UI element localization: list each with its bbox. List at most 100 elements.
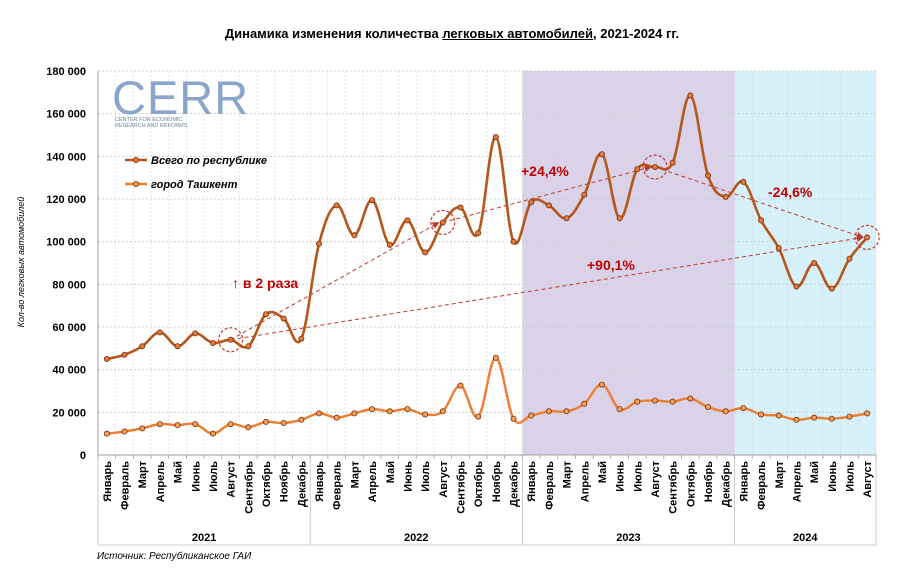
highlight-circle (642, 154, 668, 180)
data-point (846, 255, 853, 262)
data-point (775, 412, 782, 419)
x-tick-label: Февраль (332, 461, 344, 510)
x-tick-label: Август (438, 460, 450, 497)
y-tick-label: 80 000 (52, 279, 86, 291)
x-tick-label: Июль (208, 461, 220, 492)
y-tick-label: 100 000 (46, 237, 86, 249)
data-point (457, 204, 464, 211)
data-point (492, 134, 499, 141)
chart-title: Динамика изменения количества легковых а… (0, 26, 904, 41)
data-point (174, 343, 181, 350)
data-point (545, 408, 552, 415)
x-tick-label: Октябрь (685, 461, 697, 507)
x-tick-label: Май (809, 461, 821, 483)
y-tick-label: 120 000 (46, 194, 86, 206)
data-point (386, 408, 393, 415)
data-point (192, 421, 199, 428)
x-tick-label: Январь (314, 461, 326, 502)
x-tick-label: Август (862, 460, 874, 497)
annotation-label: ↑ в 2 раза (232, 275, 298, 291)
x-tick-label: Июнь (615, 461, 627, 492)
data-point (139, 343, 146, 350)
x-tick-label: Апрель (579, 461, 591, 502)
data-point (245, 343, 252, 350)
data-point (386, 241, 393, 248)
data-point (245, 424, 252, 431)
x-tick-label: Январь (738, 461, 750, 502)
logo-subtitle-2: RESEARCH AND REFORMS (115, 123, 188, 129)
y-axis-ticks: 0 20 000 40 000 60 000 80 000 100 000 120 000 1… (46, 66, 86, 462)
data-point (775, 245, 782, 252)
x-tick-label: Декабрь (721, 461, 733, 507)
title-part-1: Динамика изменения количества (224, 26, 443, 41)
x-tick-label: Ноябрь (279, 461, 291, 502)
x-tick-label: Ноябрь (491, 461, 503, 502)
arrow-2023-2024 (654, 166, 864, 239)
data-point (439, 219, 446, 226)
data-point (174, 422, 181, 429)
data-point (722, 408, 729, 415)
data-point (846, 413, 853, 420)
data-point (262, 418, 269, 425)
data-point (457, 382, 464, 389)
data-point (634, 398, 641, 405)
highlight-circle (218, 327, 244, 353)
x-tick-label: Июнь (402, 461, 414, 492)
data-point (369, 406, 376, 413)
highlight-circle (854, 224, 880, 250)
data-point (475, 413, 482, 420)
data-point (422, 249, 429, 256)
cerr-logo: CERR CENTER FOR ECONOMIC RESEARCH AND RE… (112, 71, 248, 129)
data-point (651, 397, 658, 404)
x-tick-label: Июль (420, 461, 432, 492)
data-point (333, 202, 340, 209)
data-point (581, 191, 588, 198)
data-point (333, 414, 340, 421)
legend-label: город Ташкент (151, 179, 238, 191)
data-point (510, 238, 517, 245)
data-point (156, 421, 163, 428)
data-point (616, 406, 623, 413)
data-point (758, 217, 765, 224)
x-tick-label: Январь (102, 461, 114, 502)
data-point (740, 178, 747, 185)
data-point (439, 408, 446, 415)
x-tick-label: Сентябрь (455, 461, 467, 514)
data-point (316, 240, 323, 247)
arrow-2021-2022 (230, 222, 440, 341)
data-point (828, 285, 835, 292)
y-tick-label: 60 000 (52, 322, 86, 334)
x-tick-label: Июнь (190, 461, 202, 492)
data-point (793, 416, 800, 423)
data-point (598, 381, 605, 388)
year-label: 2021 (192, 532, 216, 544)
year-label: 2022 (404, 532, 428, 544)
x-tick-label: Март (562, 460, 574, 488)
data-point (705, 172, 712, 179)
x-tick-label: Август (226, 460, 238, 497)
data-point (209, 430, 216, 437)
data-point (510, 415, 517, 422)
data-point (545, 202, 552, 209)
year-label: 2024 (793, 532, 818, 544)
legend-swatch-marker (132, 180, 139, 187)
x-tick-label: Май (173, 461, 185, 483)
y-tick-label: 40 000 (52, 365, 86, 377)
source-note: Источник: Республиканское ГАИ (97, 551, 252, 562)
data-point (103, 430, 110, 437)
x-tick-label: Январь (526, 461, 538, 502)
data-point (492, 354, 499, 361)
x-tick-label: Март (137, 460, 149, 488)
x-tick-label: Октябрь (473, 461, 485, 507)
x-tick-label: Апрель (155, 461, 167, 502)
data-point (298, 335, 305, 342)
data-point (156, 329, 163, 336)
highlight-circles (218, 154, 880, 353)
highlight-circle (430, 209, 456, 236)
data-point (351, 410, 358, 417)
annotation-label: -24,6% (768, 184, 813, 200)
data-point (280, 419, 287, 426)
grid-lines (97, 70, 877, 546)
x-tick-label: Декабрь (296, 461, 308, 507)
